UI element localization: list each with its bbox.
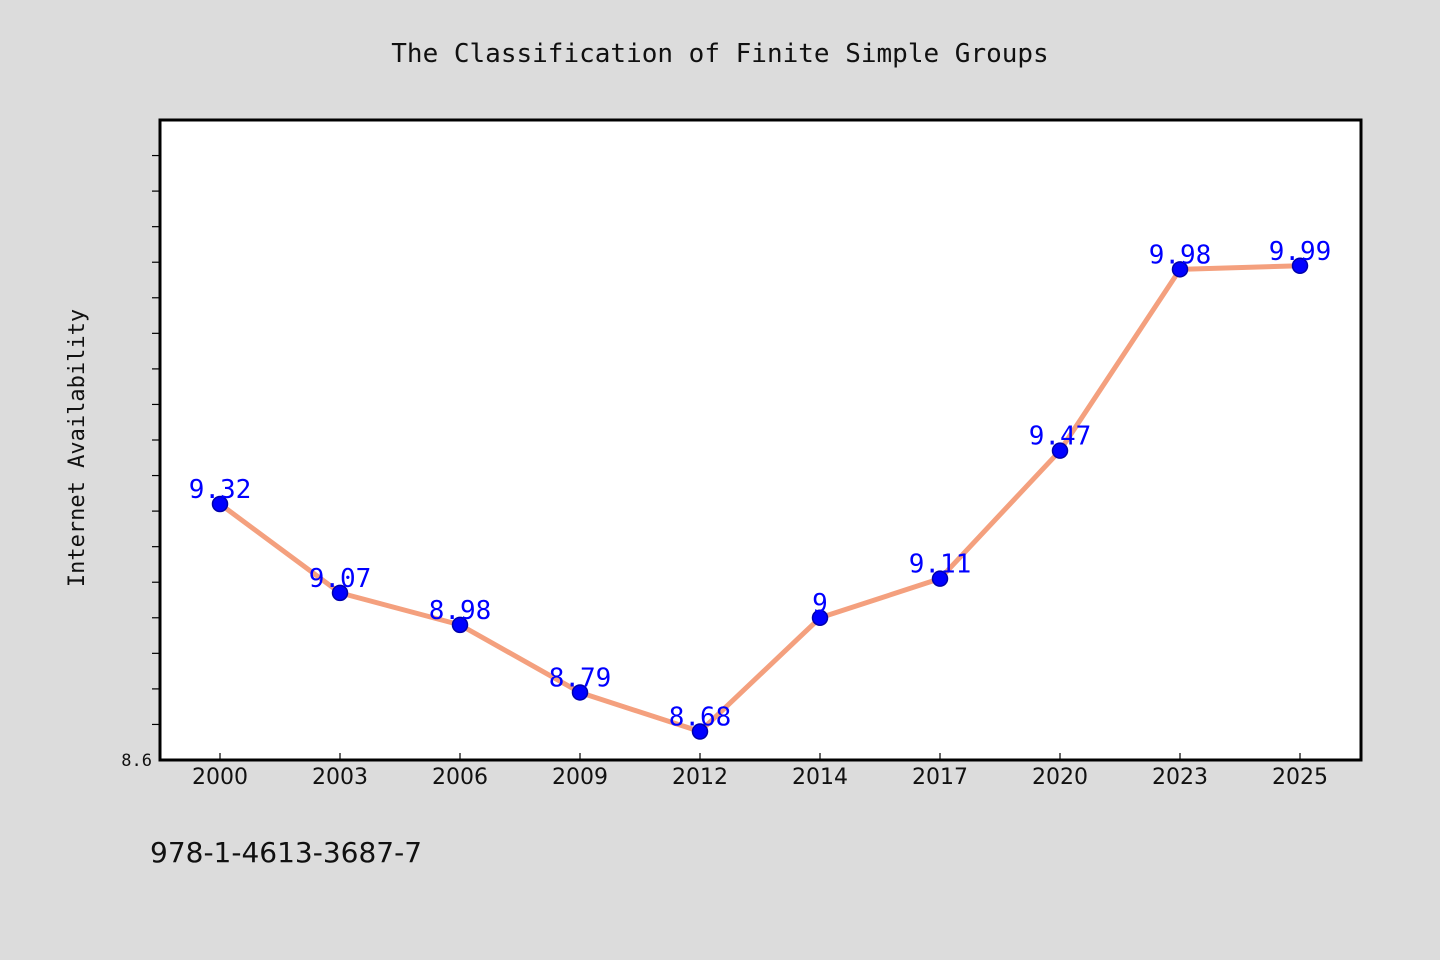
data-label: 9.32 (189, 475, 252, 505)
data-point-marker (1051, 442, 1069, 459)
y-axis-label: Internet Availability (65, 309, 90, 587)
data-point-marker (931, 570, 949, 587)
x-tick-label: 2020 (1032, 765, 1088, 790)
data-label: 8.68 (669, 703, 732, 733)
x-tick-label: 2000 (192, 765, 248, 790)
x-tick-label: 2003 (312, 765, 368, 790)
chart-title: The Classification of Finite Simple Grou… (391, 39, 1048, 69)
x-tick-label: 2006 (432, 765, 488, 790)
data-point-marker (691, 723, 709, 740)
data-point-marker (1171, 261, 1189, 278)
data-label: 9.47 (1029, 422, 1092, 452)
data-label: 9.98 (1149, 240, 1212, 270)
data-label: 8.98 (429, 596, 492, 626)
data-point-marker (211, 495, 229, 513)
data-label-layer: 9.32 9.07 8.98 8.79 8.68 9 9.11 9.47 9.98 9.99 (189, 237, 1332, 733)
x-tick-label: 2023 (1152, 765, 1208, 790)
x-axis-ticks: 2000 2003 2006 2009 2012 2014 2017 2020 2023 2025 (192, 753, 1328, 790)
data-label: 9.99 (1269, 237, 1332, 267)
data-point-marker (571, 684, 589, 701)
x-tick-label: 2012 (672, 765, 728, 790)
isbn-text: 978-1-4613-3687-7 (150, 836, 422, 869)
data-point-marker (331, 584, 349, 602)
x-tick-label: 2025 (1272, 765, 1328, 790)
data-label: 9 (812, 589, 828, 619)
data-point-marker (811, 609, 829, 627)
y-axis-ticks: 8.6 (121, 154, 160, 771)
data-label: 9.07 (309, 564, 372, 594)
y-tick-label: 8.6 (121, 751, 152, 771)
data-point-marker (451, 616, 469, 634)
data-label: 8.79 (549, 663, 612, 693)
x-tick-label: 2017 (912, 765, 968, 790)
series-layer (211, 257, 1309, 740)
data-label: 9.11 (909, 550, 972, 580)
x-tick-label: 2009 (552, 765, 608, 790)
x-tick-label: 2014 (792, 765, 848, 790)
plot-area (158, 118, 1363, 762)
data-point-marker (1291, 257, 1309, 275)
series-line (217, 263, 1303, 735)
